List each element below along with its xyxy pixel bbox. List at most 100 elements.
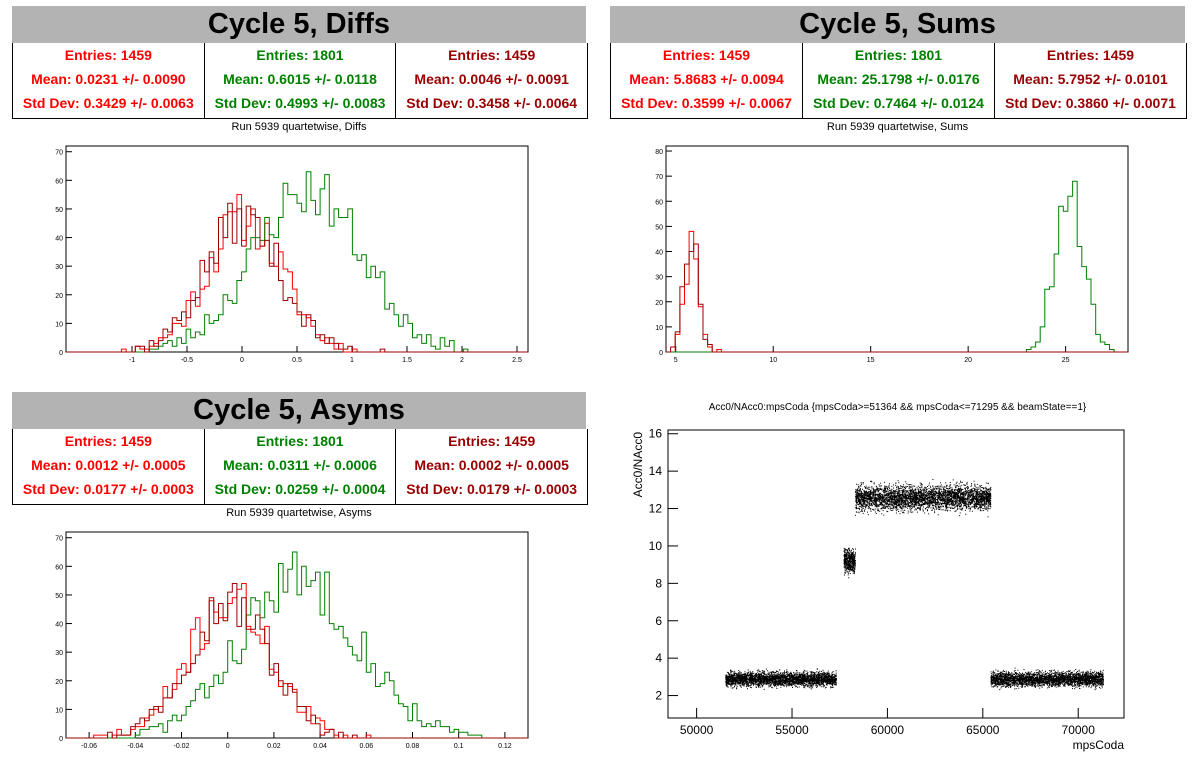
x-tick-label: -1 [129, 357, 135, 364]
y-tick-label: 20 [655, 300, 663, 307]
stat-entries: Entries: 1459 [448, 47, 536, 63]
x-tick-label: 0.08 [406, 743, 420, 750]
x-axis-label: mpsCoda [1073, 738, 1125, 752]
scatter-plot: 2 4 6 8 10 12 14 16 50000 55000 60000 65000 70000mps… [631, 427, 1125, 752]
diffs-stats-red: Entries: 1459 Mean: 0.0231 +/- 0.0090 St… [13, 43, 204, 118]
sums-histogram: 0 10 20 30 40 50 60 70 80 5 10 15 20 25 [655, 145, 1129, 364]
y-tick-label: 50 [655, 224, 663, 231]
diffs-subtitle: Run 5939 quartetwise, Diffs [231, 121, 367, 133]
y-tick-label: 14 [649, 464, 663, 478]
y-tick-label: 10 [55, 707, 63, 714]
stat-entries: Entries: 1801 [256, 433, 344, 449]
scatter-cluster-0 [725, 668, 837, 690]
x-tick-label: 2.5 [512, 357, 522, 364]
y-tick-label: 4 [655, 651, 662, 665]
x-tick-label: 0.04 [313, 743, 327, 750]
asyms-title: Cycle 5, Asyms [12, 392, 586, 429]
y-tick-label: 0 [659, 350, 663, 357]
x-tick-label: 20 [964, 357, 972, 364]
stat-entries: Entries: 1801 [256, 47, 344, 63]
histogram-series-1 [666, 180, 1128, 353]
histogram-series-0 [66, 194, 528, 353]
sums-stats-darkred: Entries: 1459 Mean: 5.7952 +/- 0.0101 St… [994, 43, 1186, 118]
diffs-stats-darkred: Entries: 1459 Mean: 0.0046 +/- 0.0091 St… [395, 43, 587, 118]
x-tick-label: 0.1 [454, 743, 464, 750]
x-tick-label: 10 [769, 357, 777, 364]
stat-mean: Mean: 0.0046 +/- 0.0091 [414, 71, 569, 87]
scatter-points [725, 479, 1104, 691]
x-tick-label: -0.04 [127, 743, 143, 750]
diffs-histogram: 0 10 20 30 40 50 60 70 -1 -0.5 0 0.5 1 1.5 2 2.5 [55, 145, 529, 364]
y-tick-label: 12 [649, 502, 663, 516]
y-tick-label: 0 [59, 736, 63, 743]
scatter-cluster-1 [843, 547, 856, 579]
y-tick-label: 50 [55, 207, 63, 214]
stat-mean: Mean: 0.0002 +/- 0.0005 [414, 457, 569, 473]
diffs-title: Cycle 5, Diffs [12, 6, 586, 43]
x-tick-label: 2 [460, 357, 464, 364]
stat-mean: Mean: 0.0231 +/- 0.0090 [31, 71, 186, 87]
stat-mean: Mean: 5.7952 +/- 0.0101 [1013, 71, 1168, 87]
x-tick-label: -0.06 [81, 743, 97, 750]
y-tick-label: 40 [55, 622, 63, 629]
asyms-stats-red: Entries: 1459 Mean: 0.0012 +/- 0.0005 St… [13, 429, 204, 504]
stat-entries: Entries: 1459 [448, 433, 536, 449]
x-tick-label: 5 [674, 357, 678, 364]
sums-subtitle: Run 5939 quartetwise, Sums [826, 121, 969, 133]
histogram-series-1 [66, 171, 528, 353]
x-tick-label: 0.06 [359, 743, 373, 750]
stat-std: Std Dev: 0.0179 +/- 0.0003 [406, 481, 578, 497]
x-tick-label: 25 [1062, 357, 1070, 364]
stat-entries: Entries: 1459 [64, 47, 152, 63]
y-tick-label: 70 [55, 536, 63, 543]
diffs-stats-green: Entries: 1801 Mean: 0.6015 +/- 0.0118 St… [203, 43, 396, 118]
histogram-series-2 [666, 243, 1128, 353]
y-tick-label: 20 [55, 293, 63, 300]
stat-mean: Mean: 0.6015 +/- 0.0118 [223, 71, 377, 87]
x-tick-label: 70000 [1062, 723, 1096, 737]
stat-std: Std Dev: 0.3429 +/- 0.0063 [22, 95, 194, 111]
sums-stats-red: Entries: 1459 Mean: 5.8683 +/- 0.0094 St… [611, 43, 802, 118]
y-tick-label: 10 [55, 321, 63, 328]
stat-mean: Mean: 5.8683 +/- 0.0094 [629, 71, 784, 87]
y-tick-label: 6 [655, 614, 662, 628]
asyms-stats-green: Entries: 1801 Mean: 0.0311 +/- 0.0006 St… [203, 429, 396, 504]
x-tick-label: 1.5 [402, 357, 412, 364]
stat-mean: Mean: 25.1798 +/- 0.0176 [817, 71, 980, 87]
y-tick-label: 60 [55, 178, 63, 185]
x-tick-label: 0.12 [498, 743, 512, 750]
stat-entries: Entries: 1459 [64, 433, 152, 449]
x-tick-label: -0.5 [181, 357, 193, 364]
stat-mean: Mean: 0.0012 +/- 0.0005 [31, 457, 186, 473]
asyms-histogram: 0 10 20 30 40 50 60 70 -0.06 -0.04 -0.02 0 0.02 0.04 0… [55, 531, 529, 750]
y-tick-label: 20 [55, 679, 63, 686]
y-tick-label: 70 [655, 174, 663, 181]
x-tick-label: 50000 [680, 723, 714, 737]
y-tick-label: 50 [55, 593, 63, 600]
scatter-cluster-2 [855, 479, 992, 518]
y-tick-label: 0 [59, 350, 63, 357]
stat-std: Std Dev: 0.3860 +/- 0.0071 [1005, 95, 1176, 111]
y-tick-label: 30 [655, 275, 663, 282]
stat-entries: Entries: 1801 [854, 47, 943, 63]
x-tick-label: 15 [867, 357, 875, 364]
stat-std: Std Dev: 0.0259 +/- 0.0004 [214, 481, 386, 497]
plot-frame [65, 145, 529, 353]
y-tick-label: 60 [55, 564, 63, 571]
stat-entries: Entries: 1459 [662, 47, 751, 63]
x-tick-label: 0 [240, 357, 244, 364]
y-tick-label: 10 [655, 325, 663, 332]
y-tick-label: 80 [655, 149, 663, 156]
scatter-cluster-3 [990, 667, 1104, 691]
y-tick-label: 70 [55, 150, 63, 157]
sums-title: Cycle 5, Sums [610, 6, 1185, 43]
y-tick-label: 10 [649, 539, 663, 553]
x-tick-label: 0.02 [267, 743, 281, 750]
plot-frame [65, 531, 529, 739]
stat-mean: Mean: 0.0311 +/- 0.0006 [223, 457, 377, 473]
y-tick-label: 60 [655, 199, 663, 206]
y-tick-label: 30 [55, 650, 63, 657]
stat-std: Std Dev: 0.3458 +/- 0.0064 [406, 95, 578, 111]
histogram-series-2 [66, 202, 528, 353]
x-tick-label: 60000 [871, 723, 905, 737]
